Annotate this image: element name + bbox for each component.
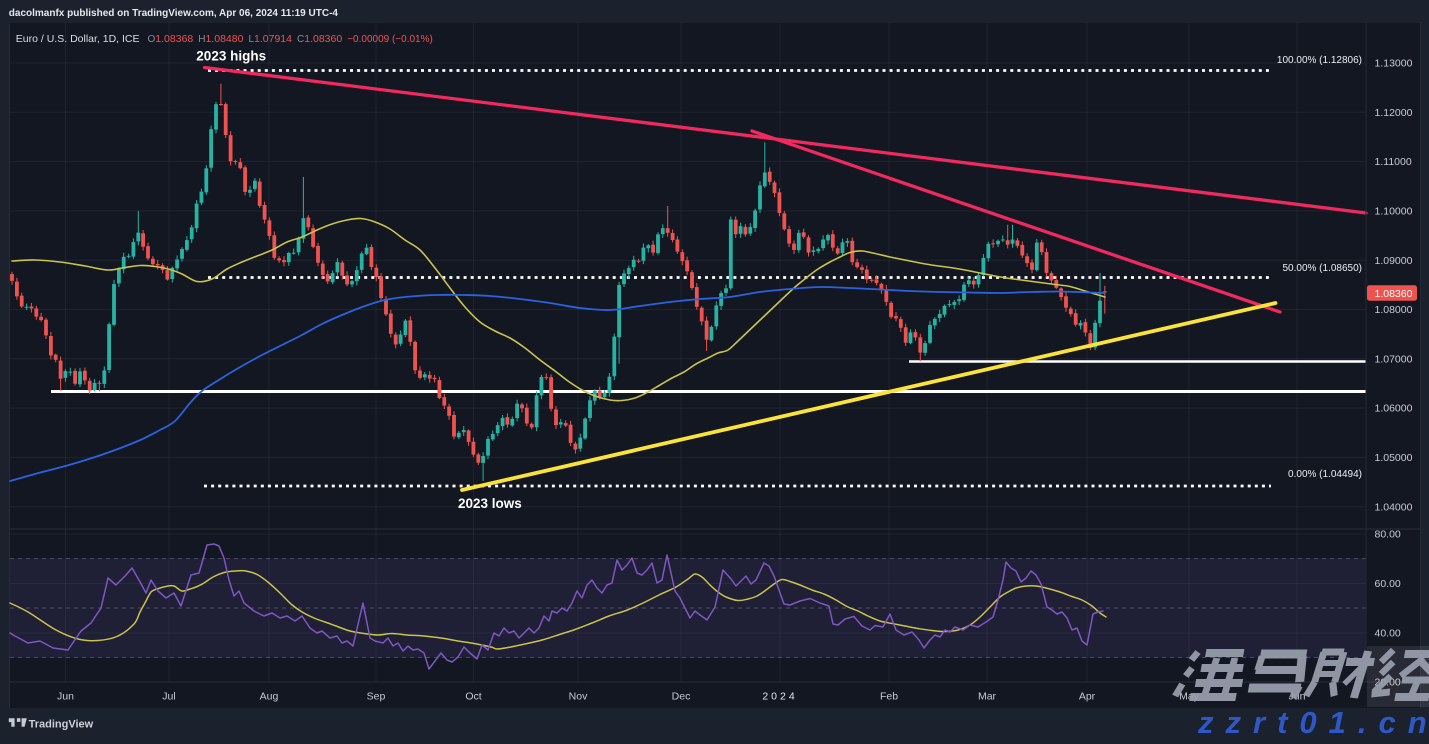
svg-text:50.00% (1.08650): 50.00% (1.08650) <box>1282 263 1362 274</box>
svg-text:Dec: Dec <box>672 691 691 703</box>
svg-text:Jun: Jun <box>57 691 74 703</box>
svg-text:0.00% (1.04494): 0.00% (1.04494) <box>1288 469 1362 480</box>
svg-text:1.12000: 1.12000 <box>1375 107 1413 119</box>
svg-text:2023 highs: 2023 highs <box>196 48 266 63</box>
svg-text:1.08000: 1.08000 <box>1375 304 1413 316</box>
svg-text:1.07000: 1.07000 <box>1375 353 1413 365</box>
svg-text:Jul: Jul <box>162 691 175 703</box>
svg-text:Apr: Apr <box>1079 691 1096 703</box>
svg-text:1.08360: 1.08360 <box>1375 288 1413 300</box>
svg-text:dacolmanfx published on Tradin: dacolmanfx published on TradingView.com,… <box>9 8 339 19</box>
svg-text:zzrt01.cn: zzrt01.cn <box>1197 705 1429 739</box>
svg-text:1.04000: 1.04000 <box>1375 501 1413 513</box>
svg-text:1.05000: 1.05000 <box>1375 452 1413 464</box>
svg-text:60.00: 60.00 <box>1375 578 1401 590</box>
svg-text:Sep: Sep <box>367 691 386 703</box>
svg-text:Mar: Mar <box>978 691 997 703</box>
svg-text:TradingView: TradingView <box>29 719 94 731</box>
svg-text:1.10000: 1.10000 <box>1375 206 1413 218</box>
svg-text:80.00: 80.00 <box>1375 529 1401 541</box>
svg-text:2023 lows: 2023 lows <box>458 496 522 511</box>
svg-text:2024: 2024 <box>762 691 797 703</box>
svg-text:Feb: Feb <box>880 691 898 703</box>
svg-text:1.13000: 1.13000 <box>1375 58 1413 70</box>
svg-text:1.06000: 1.06000 <box>1375 403 1413 415</box>
svg-text:Aug: Aug <box>260 691 279 703</box>
svg-text:1.11000: 1.11000 <box>1375 156 1412 168</box>
svg-text:Oct: Oct <box>465 691 481 703</box>
svg-text:1.09000: 1.09000 <box>1375 255 1413 267</box>
svg-text:Nov: Nov <box>569 691 588 703</box>
svg-text:40.00: 40.00 <box>1375 628 1401 640</box>
svg-text:100.00% (1.12806): 100.00% (1.12806) <box>1277 55 1362 66</box>
